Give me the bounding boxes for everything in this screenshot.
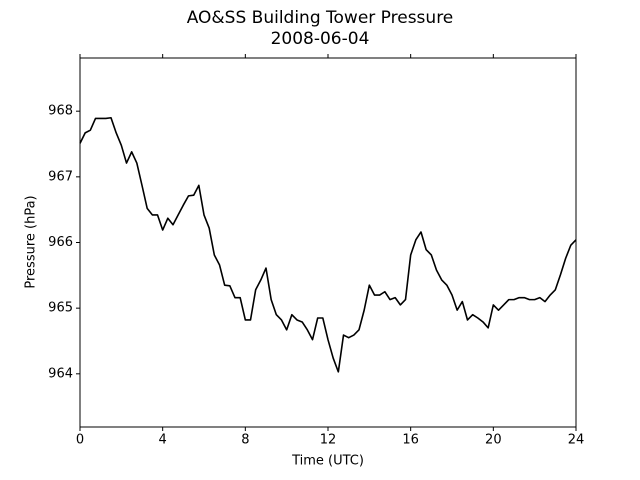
x-tick-label: 12 xyxy=(320,433,337,448)
y-tick-label: 966 xyxy=(48,235,73,250)
y-tick-label: 968 xyxy=(48,104,73,119)
x-axis-label: Time (UTC) xyxy=(291,454,364,469)
chart-subtitle: 2008-06-04 xyxy=(271,29,370,49)
x-tick-label: 20 xyxy=(485,433,502,448)
data-line xyxy=(79,116,577,373)
x-tick-label: 16 xyxy=(402,433,419,448)
x-tick-label: 8 xyxy=(241,433,249,448)
plot-frame xyxy=(79,57,577,428)
x-tick-label: 24 xyxy=(568,433,585,448)
x-tick-label: 4 xyxy=(159,433,167,448)
y-tick-label: 965 xyxy=(48,301,73,316)
y-axis-label: Pressure (hPa) xyxy=(24,195,39,288)
x-tick-label: 0 xyxy=(76,433,84,448)
chart-title: AO&SS Building Tower Pressure xyxy=(187,8,454,28)
y-tick-label: 967 xyxy=(48,169,73,184)
y-tick-label: 964 xyxy=(48,366,73,381)
